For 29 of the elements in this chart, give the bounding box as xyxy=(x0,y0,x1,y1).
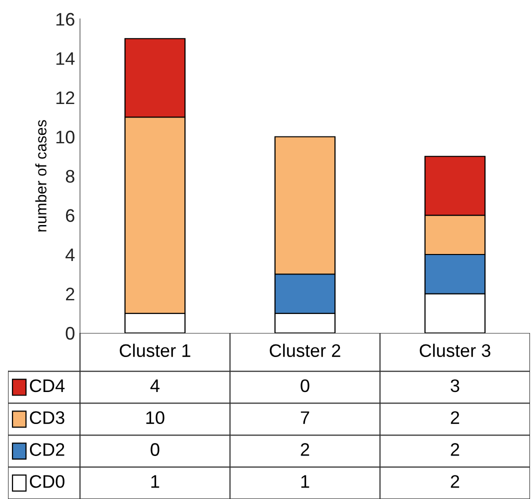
data-label: 0 xyxy=(300,379,310,392)
data-label: 1 xyxy=(301,475,310,488)
data-label: 3 xyxy=(450,379,460,392)
y-tick-label: 6 xyxy=(66,209,74,222)
data-label: 2 xyxy=(450,411,460,424)
data-label: 10 xyxy=(146,411,164,424)
data-label: 1 xyxy=(151,475,160,488)
data-label: 0 xyxy=(150,443,160,456)
data-label: 4 xyxy=(150,380,160,392)
data-label: 2 xyxy=(450,475,460,488)
x-tick-label: Cluster 2 xyxy=(270,344,340,357)
y-tick-label: 14 xyxy=(56,52,75,65)
data-label: 2 xyxy=(300,443,310,456)
x-tick-label: Cluster 3 xyxy=(420,344,490,357)
y-axis-title: number of cases xyxy=(35,120,46,232)
y-tick-label: 4 xyxy=(66,248,75,262)
legend-label: CD2 xyxy=(30,443,64,456)
y-tick-label: 10 xyxy=(56,130,74,144)
data-label: 2 xyxy=(450,443,460,456)
legend-label: CD3 xyxy=(30,411,64,424)
y-tick-label: 16 xyxy=(56,12,74,26)
legend-label: CD4 xyxy=(30,379,65,392)
y-tick-label: 2 xyxy=(66,288,74,300)
y-tick-label: 12 xyxy=(56,91,74,104)
y-tick-label: 8 xyxy=(66,170,74,183)
data-label: 7 xyxy=(300,411,310,424)
y-tick-label: 0 xyxy=(66,326,74,340)
x-tick-label: Cluster 1 xyxy=(120,344,190,357)
legend-label: CD0 xyxy=(30,475,64,488)
